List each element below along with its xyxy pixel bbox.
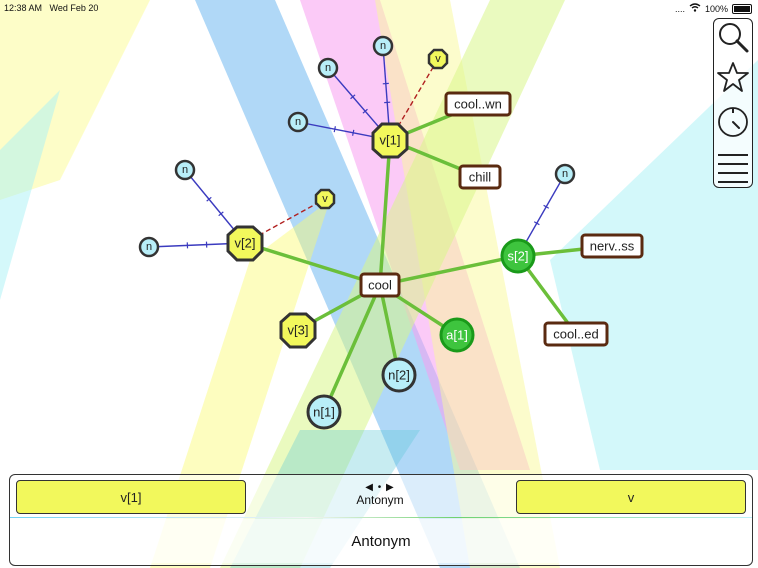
edge-cool-n1 [322,283,382,414]
svg-text:cool: cool [368,278,392,293]
mini-noun-node[interactable]: n [174,159,196,181]
svg-text:n: n [146,241,152,253]
svg-text:n[1]: n[1] [313,405,335,420]
relation-source-button[interactable]: v[1] [16,480,246,514]
svg-text:n: n [295,116,301,128]
svg-text:chill: chill [469,170,492,185]
mini-noun-node[interactable]: n [317,57,339,79]
svg-text:n: n [325,62,331,74]
mini-noun-node[interactable]: n [554,163,576,185]
svg-text:a[1]: a[1] [446,328,468,343]
edge-cool-v2 [243,241,382,287]
relation-selector[interactable]: ◀ • ▶ Antonym [335,482,425,507]
edge-tick [206,196,212,202]
synonym-edges [243,102,614,414]
relation-title: Antonym [356,493,404,507]
edge-tick [350,94,356,100]
word-node-cooled[interactable]: cool..ed [543,321,609,347]
hyponym-edges [148,45,566,257]
word-node-chill[interactable]: chill [458,164,502,190]
search-icon [719,23,749,53]
mini-verb-node[interactable]: v [427,48,449,70]
relation-description: Antonym [10,519,752,563]
svg-text:v: v [322,193,328,205]
svg-text:n: n [380,40,386,52]
relation-arrows-icon[interactable]: ◀ • ▶ [365,482,395,493]
antonym-edges [244,58,439,244]
svg-text:n: n [182,164,188,176]
svg-text:s[2]: s[2] [508,249,529,264]
node-s2[interactable]: s[2] [500,238,536,274]
edge-tick [533,221,540,226]
relation-target-button[interactable]: v [516,480,746,514]
svg-text:cool..ed: cool..ed [553,327,599,342]
search-button[interactable] [715,19,751,55]
signal-indicator: .... [674,3,685,14]
node-n1[interactable]: n[1] [306,394,342,430]
svg-text:n: n [562,168,568,180]
svg-text:v: v [435,53,441,65]
history-button[interactable] [715,103,751,139]
status-time: 12:38 AM [4,3,43,13]
side-toolbar [713,18,753,188]
node-v1[interactable]: v[1] [371,122,409,159]
battery-icon [732,3,752,14]
svg-text:v[1]: v[1] [380,133,401,148]
edge-tick [543,204,550,209]
wifi-icon [689,3,701,14]
status-time-date: 12:38 AM Wed Feb 20 [4,3,98,13]
node-n2[interactable]: n[2] [381,357,417,393]
battery-percent: 100% [704,3,728,14]
favorites-button[interactable] [715,59,751,95]
svg-text:n[2]: n[2] [388,368,410,383]
mini-noun-nodes: n n n n n n [138,35,576,258]
edge-cool-v1 [378,138,392,287]
svg-text:nerv..ss: nerv..ss [590,239,635,254]
node-v3[interactable]: v[3] [279,312,317,349]
menu-icon [718,154,748,183]
edge-cool-s2 [378,254,520,287]
relation-panel: v[1] ◀ • ▶ Antonym v Antonym [9,474,753,566]
mini-noun-node[interactable]: n [287,111,309,133]
node-v2[interactable]: v[2] [226,225,264,262]
star-icon [717,62,749,92]
edge-tick [333,126,336,133]
edge-tick [218,211,224,217]
mini-verb-nodes: v v [314,48,449,210]
menu-button[interactable] [715,147,751,183]
mini-noun-node[interactable]: n [138,236,160,258]
mini-verb-node[interactable]: v [314,188,336,210]
status-date: Wed Feb 20 [49,3,99,13]
mini-noun-node[interactable]: n [372,35,394,57]
node-a1[interactable]: a[1] [439,317,475,353]
word-node-nervss[interactable]: nerv..ss [580,233,644,259]
svg-text:v[3]: v[3] [288,323,309,338]
panel-divider [10,517,752,518]
timer-icon [718,107,748,137]
center-word-node[interactable]: cool [359,272,401,298]
svg-text:cool..wn: cool..wn [454,97,502,112]
status-indicators: .... 100% [675,3,752,14]
edge-tick [352,129,355,136]
edge-tick [362,108,368,114]
svg-text:v[2]: v[2] [235,236,256,251]
word-node-coolwn[interactable]: cool..wn [444,91,512,117]
